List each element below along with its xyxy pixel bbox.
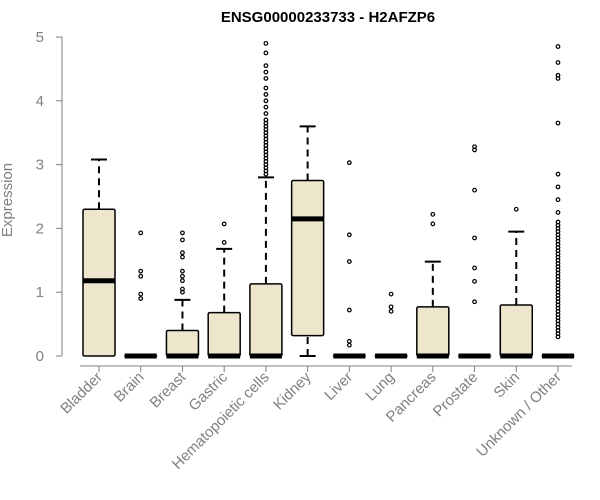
y-tick-label: 1 xyxy=(36,284,44,301)
outlier-point xyxy=(138,273,144,279)
box-group xyxy=(290,125,325,357)
box-group xyxy=(249,40,283,359)
outlier-point xyxy=(221,221,227,227)
outlier-point xyxy=(263,111,269,116)
outlier-point xyxy=(513,206,519,212)
outlier-point xyxy=(346,232,352,238)
outlier-point xyxy=(263,69,269,75)
outlier-point xyxy=(472,299,477,305)
x-tick-label: Liver xyxy=(321,369,356,404)
outlier-point xyxy=(263,98,269,104)
outlier-point xyxy=(472,265,477,271)
box-rect xyxy=(165,329,200,357)
y-tick-label: 4 xyxy=(36,93,44,110)
y-tick-label: 5 xyxy=(36,29,44,46)
outlier-point xyxy=(180,268,185,274)
box-group xyxy=(499,206,534,359)
y-ticks: 0 1 2 3 4 5 xyxy=(36,29,62,365)
outlier-point xyxy=(180,250,185,256)
box-rect xyxy=(416,306,450,357)
outlier-point xyxy=(388,304,394,310)
y-tick-label: 0 xyxy=(36,348,44,365)
outlier-point xyxy=(221,240,227,245)
outlier-point xyxy=(138,268,144,274)
outlier-point xyxy=(346,307,352,313)
outlier-point xyxy=(180,273,185,279)
y-tick-label: 2 xyxy=(36,220,44,237)
outlier-point xyxy=(180,254,185,260)
outlier-point xyxy=(138,291,144,297)
box-rect xyxy=(499,304,534,357)
box-rect xyxy=(290,179,325,337)
outlier-point xyxy=(430,211,436,217)
outlier-point xyxy=(555,72,561,78)
outlier-point xyxy=(180,237,185,243)
box-group xyxy=(332,160,367,359)
outlier-point xyxy=(555,44,561,49)
y-tick-label: 3 xyxy=(36,157,44,174)
x-tick-label: Prostate xyxy=(430,369,482,421)
outlier-point xyxy=(263,117,269,123)
box-rect xyxy=(249,283,283,357)
outlier-point xyxy=(388,308,394,314)
outlier-point xyxy=(472,235,477,241)
outlier-point xyxy=(346,259,352,264)
outlier-point xyxy=(263,40,269,46)
box-group xyxy=(541,44,575,359)
box-group xyxy=(374,291,408,359)
box-group xyxy=(123,230,158,359)
outlier-point xyxy=(472,144,477,150)
x-tick-label: Brain xyxy=(111,369,148,406)
x-tick-label: Bladder xyxy=(57,369,106,418)
outlier-point xyxy=(180,278,185,284)
box-group xyxy=(457,144,492,359)
outlier-point xyxy=(346,342,352,348)
outlier-point xyxy=(555,60,561,65)
outlier-point xyxy=(555,171,561,177)
x-tick-label: Breast xyxy=(147,368,190,411)
box-rect xyxy=(207,311,241,357)
outlier-point xyxy=(263,85,269,91)
x-tick-label: Lung xyxy=(362,369,398,405)
outlier-point xyxy=(180,230,185,236)
box-group xyxy=(416,211,450,359)
y-axis-label: Expression xyxy=(0,163,16,237)
outlier-point xyxy=(472,278,477,284)
outlier-point xyxy=(472,187,477,193)
outlier-point xyxy=(555,184,561,190)
outlier-point xyxy=(555,210,561,215)
outlier-point xyxy=(263,63,269,69)
box-group xyxy=(82,158,116,357)
boxes-layer xyxy=(82,40,575,359)
outlier-point xyxy=(430,221,436,227)
outlier-point xyxy=(263,50,269,56)
outlier-point xyxy=(180,286,185,292)
outlier-point xyxy=(263,104,269,110)
x-tick-label: Kidney xyxy=(270,368,315,413)
outlier-point xyxy=(263,92,269,97)
x-tick-label: Skin xyxy=(490,369,523,402)
box-group xyxy=(165,230,200,359)
outlier-point xyxy=(346,338,352,344)
outlier-point xyxy=(138,230,144,236)
outlier-point xyxy=(263,76,269,81)
outlier-point xyxy=(555,120,561,126)
outlier-point xyxy=(388,291,394,297)
outlier-point xyxy=(555,197,561,203)
box-group xyxy=(207,221,241,359)
outlier-point xyxy=(555,219,561,225)
outlier-point xyxy=(346,160,352,166)
chart-title: ENSG00000233733 - H2AFZP6 xyxy=(221,9,435,26)
outlier-point xyxy=(138,296,144,301)
